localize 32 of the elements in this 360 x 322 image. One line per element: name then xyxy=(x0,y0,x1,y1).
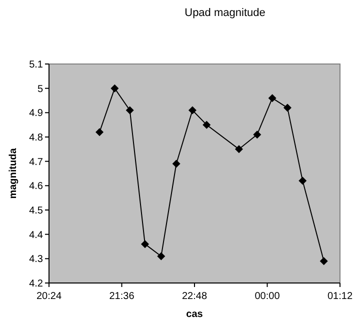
y-axis-title: magnituda xyxy=(8,148,19,199)
point xyxy=(202,120,211,129)
y-tick-label: 4.3 xyxy=(29,254,44,266)
y-tick-label: 4.5 xyxy=(29,206,44,216)
x-tick-label: 01:12 xyxy=(327,291,353,302)
y-tick-label: 5 xyxy=(37,84,44,95)
point xyxy=(157,252,166,260)
point xyxy=(283,104,292,112)
point xyxy=(110,84,119,92)
y-tick-label: 4.6 xyxy=(29,181,44,192)
point xyxy=(126,106,134,114)
y-tick-label: 4.9 xyxy=(29,108,44,120)
y-tick-label: 5.1 xyxy=(29,60,44,70)
y-tick-label: 4.2 xyxy=(29,278,44,290)
point xyxy=(96,128,104,136)
y-tick-label: 4.7 xyxy=(29,156,44,168)
x-tick-label: 00:00 xyxy=(254,291,280,302)
chart-title: Upad magnitude xyxy=(184,7,266,19)
point xyxy=(172,160,180,168)
point xyxy=(234,145,243,154)
point xyxy=(140,240,149,248)
x-tick-label: 21:36 xyxy=(109,291,135,302)
point xyxy=(188,106,196,114)
point xyxy=(298,176,307,185)
x-axis-title: cas xyxy=(186,309,204,320)
point xyxy=(320,257,328,266)
y-tick-label: 4.4 xyxy=(29,230,44,241)
x-tick-label: 20:24 xyxy=(36,291,62,302)
point xyxy=(253,130,262,139)
x-tick-label: 22:48 xyxy=(182,291,208,302)
point xyxy=(268,94,276,102)
y-tick-label: 4.8 xyxy=(29,132,44,144)
